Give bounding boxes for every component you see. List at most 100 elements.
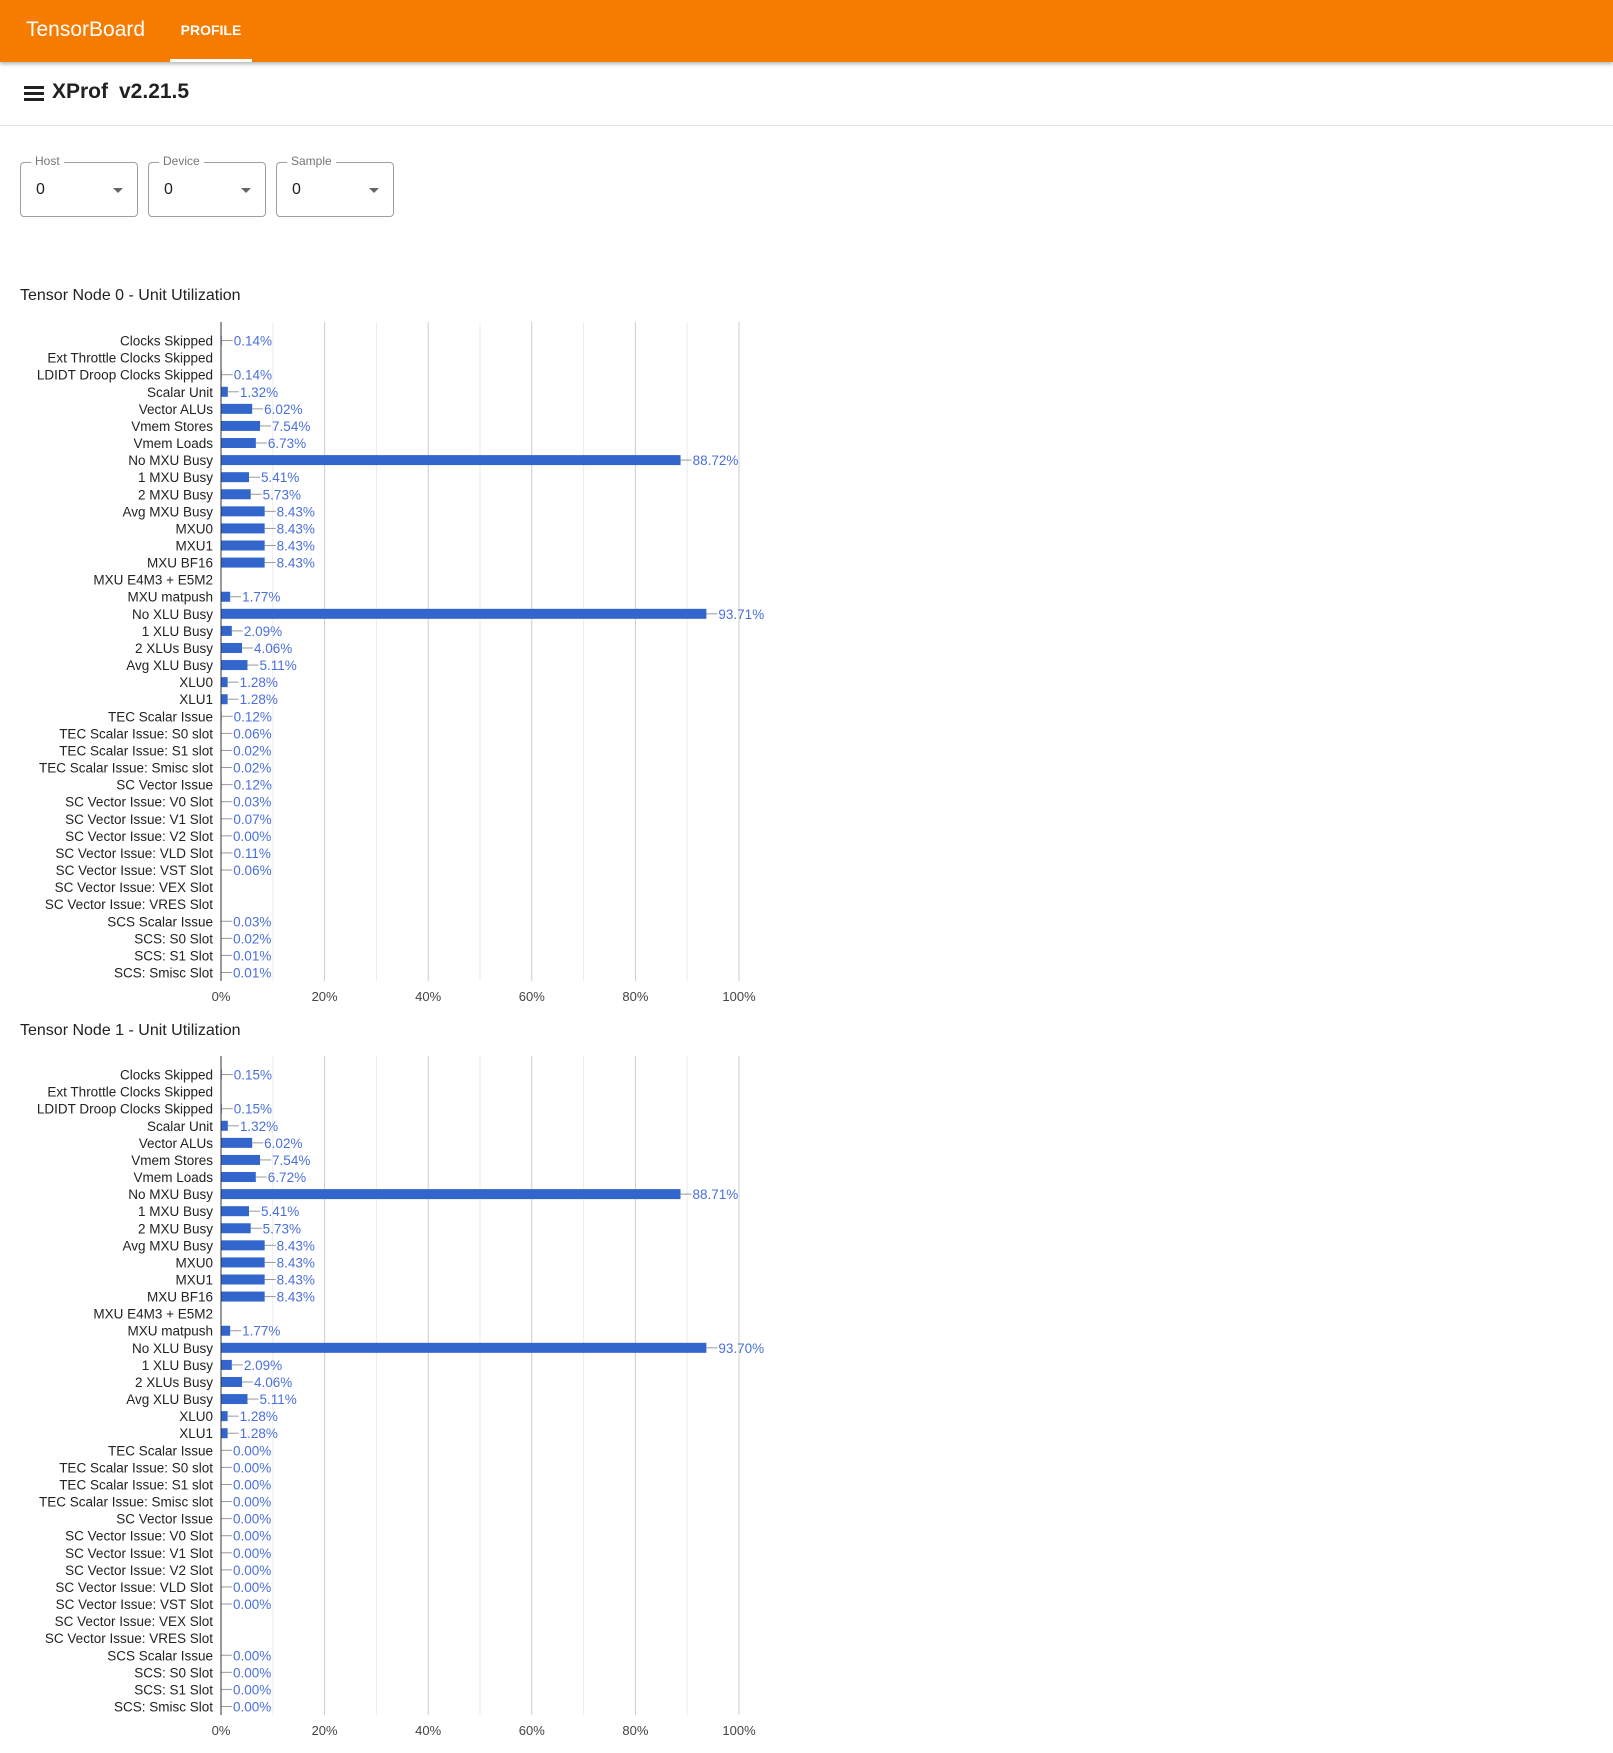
- x-tick-label: 80%: [622, 1723, 648, 1738]
- bar: [221, 1137, 253, 1148]
- category-label: MXU matpush: [127, 1324, 213, 1339]
- brand-title: TensorBoard: [26, 18, 146, 41]
- category-label: Vmem Stores: [131, 1153, 213, 1168]
- x-tick-label: 60%: [519, 1723, 545, 1738]
- bar: [221, 625, 232, 636]
- category-label: Clocks Skipped: [120, 334, 213, 349]
- value-label: 0.00%: [233, 1460, 271, 1475]
- host-select-value: 0: [36, 181, 45, 198]
- device-select[interactable]: Device 0: [148, 154, 266, 217]
- host-select[interactable]: Host 0: [20, 154, 138, 217]
- value-label: 2.09%: [244, 624, 282, 639]
- value-label: 1.77%: [242, 1324, 280, 1339]
- category-label: Vector ALUs: [139, 1136, 214, 1151]
- bar: [221, 1325, 231, 1336]
- value-label: 0.00%: [233, 1700, 271, 1715]
- category-label: XLU1: [179, 692, 213, 707]
- bar: [221, 438, 256, 449]
- category-label: 1 XLU Busy: [142, 624, 214, 639]
- bar: [221, 489, 251, 500]
- bar: [221, 557, 265, 568]
- category-label: 2 MXU Busy: [138, 487, 213, 502]
- bar: [221, 608, 707, 619]
- value-label: 7.54%: [272, 419, 310, 434]
- value-label: 1.28%: [240, 1409, 278, 1424]
- value-label: 8.43%: [277, 1273, 315, 1288]
- bar: [221, 1172, 256, 1183]
- value-label: 6.73%: [268, 436, 306, 451]
- x-tick-label: 0%: [212, 989, 231, 1004]
- category-label: SC Vector Issue: V0 Slot: [65, 1529, 213, 1544]
- value-label: 0.00%: [233, 1597, 271, 1612]
- category-label: MXU E4M3 + E5M2: [93, 1307, 213, 1322]
- category-label: MXU BF16: [147, 556, 213, 571]
- sample-select[interactable]: Sample 0: [276, 154, 394, 217]
- category-label: 2 XLUs Busy: [135, 1375, 213, 1390]
- category-label: 1 MXU Busy: [138, 1204, 213, 1219]
- value-label: 4.06%: [254, 1375, 292, 1390]
- bar: [221, 472, 250, 483]
- category-label: MXU E4M3 + E5M2: [93, 573, 213, 588]
- category-label: Vector ALUs: [139, 402, 214, 417]
- x-tick-label: 20%: [312, 1723, 338, 1738]
- bar: [221, 1411, 228, 1422]
- category-label: SC Vector Issue: VST Slot: [56, 863, 214, 878]
- value-label: 88.72%: [693, 453, 739, 468]
- category-label: No MXU Busy: [128, 453, 213, 468]
- value-label: 88.71%: [693, 1187, 739, 1202]
- bar: [221, 1376, 243, 1387]
- category-label: TEC Scalar Issue: S0 slot: [59, 726, 213, 741]
- category-label: SC Vector Issue: V1 Slot: [65, 1546, 213, 1561]
- bar: [221, 1342, 707, 1353]
- value-label: 5.11%: [259, 658, 296, 673]
- app-version: v2.21.5: [119, 80, 190, 103]
- value-label: 0.00%: [233, 1648, 271, 1663]
- category-label: LDIDT Droop Clocks Skipped: [37, 1102, 213, 1117]
- value-label: 93.70%: [718, 1341, 764, 1356]
- bar: [221, 1240, 265, 1251]
- category-label: Vmem Loads: [133, 1170, 213, 1185]
- value-label: 0.06%: [233, 726, 271, 741]
- category-label: MXU matpush: [127, 590, 213, 605]
- value-label: 0.12%: [234, 778, 272, 793]
- category-label: No MXU Busy: [128, 1187, 213, 1202]
- value-label: 0.11%: [234, 846, 271, 861]
- category-label: TEC Scalar Issue: S0 slot: [59, 1460, 213, 1475]
- dropdown-arrow-icon: [113, 188, 123, 193]
- category-label: SC Vector Issue: VEX Slot: [55, 880, 214, 895]
- category-label: Ext Throttle Clocks Skipped: [47, 351, 213, 366]
- bar: [221, 1223, 251, 1234]
- category-label: SC Vector Issue: V2 Slot: [65, 829, 213, 844]
- bar: [221, 1291, 265, 1302]
- value-label: 8.43%: [277, 1238, 315, 1253]
- category-label: No XLU Busy: [132, 1341, 213, 1356]
- tab-profile[interactable]: PROFILE: [170, 0, 252, 62]
- category-label: TEC Scalar Issue: S1 slot: [59, 1477, 213, 1492]
- active-tab-indicator: [170, 59, 252, 62]
- category-label: No XLU Busy: [132, 607, 213, 622]
- category-label: XLU0: [179, 675, 213, 690]
- bar: [221, 1206, 250, 1217]
- chart-0-title: Tensor Node 0 - Unit Utilization: [20, 287, 241, 304]
- value-label: 0.00%: [233, 1512, 271, 1527]
- category-label: SC Vector Issue: VEX Slot: [55, 1614, 214, 1629]
- chart-0-tensor-node-0: 0% 20% 40% 60% 80% 100% Clocks Skipped 0.14% Ext…: [37, 322, 764, 1004]
- value-label: 2.09%: [244, 1358, 282, 1373]
- value-label: 8.43%: [277, 1255, 315, 1270]
- category-label: MXU1: [175, 1273, 213, 1288]
- value-label: 8.43%: [277, 556, 315, 571]
- value-label: 5.41%: [261, 1204, 299, 1219]
- top-app-bar: TensorBoard PROFILE: [0, 0, 1613, 62]
- device-select-value: 0: [164, 181, 173, 198]
- value-label: 4.06%: [254, 641, 292, 656]
- value-label: 0.03%: [233, 795, 271, 810]
- value-label: 1.28%: [240, 692, 278, 707]
- bar: [221, 403, 253, 414]
- category-label: XLU0: [179, 1409, 213, 1424]
- bar: [221, 506, 265, 517]
- bar: [221, 523, 265, 534]
- menu-icon[interactable]: [24, 86, 44, 101]
- x-tick-label: 100%: [722, 989, 756, 1004]
- category-label: XLU1: [179, 1426, 213, 1441]
- bar: [221, 1257, 265, 1268]
